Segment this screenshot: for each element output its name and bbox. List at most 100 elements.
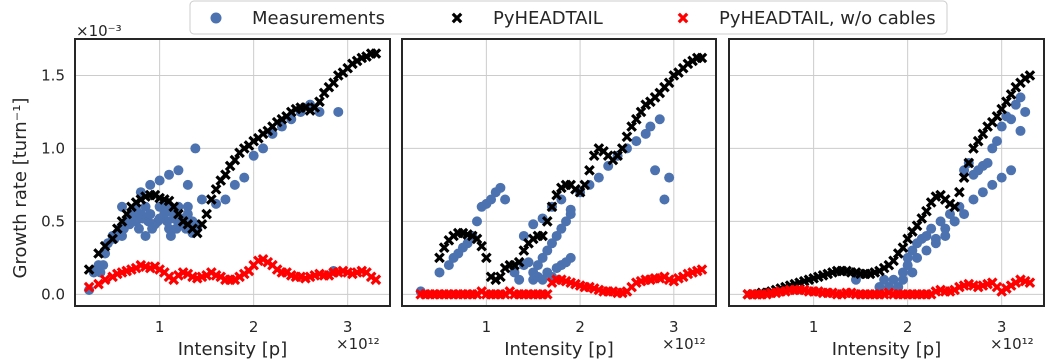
pyheadtail-point (229, 154, 241, 166)
measurement-point (145, 179, 156, 190)
x-tick-label: 1 (482, 318, 492, 336)
pyheadtail-point (612, 150, 623, 162)
no-cables-point (99, 274, 111, 286)
measurement-point (879, 274, 890, 285)
measurement-point (921, 230, 932, 241)
y-axis-label: Growth rate [turn⁻¹] (10, 98, 31, 279)
pyheadtail-point (916, 213, 928, 224)
pyheadtail-point (630, 113, 642, 125)
x-tick-label: 3 (997, 318, 1007, 336)
pyheadtail-point (949, 201, 961, 213)
legend-label-0: Measurements (252, 8, 385, 29)
measurement-point (551, 230, 562, 241)
no-cables-point (370, 274, 382, 286)
pyheadtail-point (328, 77, 339, 89)
pyheadtail-point (663, 77, 675, 89)
pyheadtail-point (574, 186, 586, 198)
measurement-point (987, 179, 998, 190)
measurement-point (462, 238, 473, 249)
pyheadtail-point (370, 48, 382, 59)
y-tick-label: 1.5 (41, 66, 65, 84)
series-pyheadtail (434, 52, 708, 286)
measurement-point (518, 230, 529, 241)
measurement-point (239, 172, 250, 183)
measurement-point (907, 267, 918, 278)
pyheadtail-point (476, 240, 488, 252)
y-tick-label: 0.0 (41, 285, 65, 303)
measurement-point (561, 216, 572, 227)
pyheadtail-point (977, 128, 989, 140)
measurement-point (664, 172, 675, 183)
pyheadtail-point (116, 216, 128, 227)
pyheadtail-point (210, 183, 222, 195)
pyheadtail-point (968, 143, 979, 154)
measurement-point (926, 223, 937, 234)
no-cables-point (541, 288, 553, 300)
measurement-point (154, 175, 165, 186)
series-no-cables (742, 274, 1036, 300)
measurement-point (645, 121, 656, 132)
measurement-point (959, 165, 970, 176)
pyheadtail-point (434, 252, 445, 264)
measurement-point (977, 187, 988, 198)
pyheadtail-point (1005, 89, 1017, 100)
measurement-point (940, 223, 951, 234)
measurement-point (140, 230, 151, 241)
measurement-point (593, 172, 604, 183)
x-multiplier-label: ×10¹² (662, 335, 706, 353)
pyheadtail-point (958, 172, 970, 183)
pyheadtail-point (191, 227, 203, 239)
pyheadtail-point (537, 230, 548, 242)
pyheadtail-point (196, 218, 208, 230)
series-pyheadtail (742, 70, 1036, 300)
panel-frame (728, 38, 1045, 307)
measurement-point (912, 252, 923, 263)
x-tick-label: 1 (809, 318, 819, 336)
legend-marker-pyheadtail (451, 12, 463, 24)
measurement-point (140, 201, 151, 212)
pyheadtail-point (911, 220, 923, 232)
measurement-point (1015, 92, 1026, 103)
measurement-point (258, 143, 269, 154)
legend-marker-no-cables (677, 12, 689, 24)
plot-area (75, 39, 390, 306)
measurement-point (333, 106, 344, 117)
measurement-point (944, 209, 955, 220)
measurement-point (500, 194, 511, 205)
measurement-point (537, 274, 548, 285)
pyheadtail-point (584, 164, 595, 176)
measurement-point (907, 245, 918, 256)
pyheadtail-point (888, 255, 899, 267)
pyheadtail-point (513, 256, 525, 268)
measurement-point (1015, 125, 1026, 136)
pyheadtail-point (991, 110, 1003, 122)
measurement-point (968, 194, 979, 205)
x-tick-label: 3 (669, 318, 679, 336)
no-cables-point (83, 281, 95, 293)
y-multiplier-label: ×10⁻³ (76, 22, 122, 40)
measurement-point (940, 230, 951, 241)
y-tick-label: 1.0 (41, 139, 65, 157)
pyheadtail-point (471, 233, 483, 245)
pyheadtail-point (1001, 96, 1012, 108)
x-multiplier-label: ×10¹² (990, 335, 1034, 353)
pyheadtail-point (626, 121, 637, 132)
measurement-point (991, 136, 1002, 147)
series-no-cables (83, 253, 382, 293)
measurement-point (145, 209, 156, 220)
measurement-point (996, 121, 1007, 132)
pyheadtail-point (902, 233, 913, 245)
pyheadtail-point (996, 103, 1008, 115)
measurement-point (509, 267, 520, 278)
measurement-point (523, 257, 534, 268)
pyheadtail-point (616, 143, 628, 154)
measurement-point (930, 238, 941, 249)
pyheadtail-point (99, 240, 111, 252)
measurement-point (117, 201, 128, 212)
measurement-point (98, 260, 109, 271)
pyheadtail-point (954, 186, 965, 198)
measurement-point (893, 282, 904, 293)
measurement-point (902, 260, 913, 271)
measurement-point (921, 245, 932, 256)
panel-3: 1 2 3 Intensity [p] ×10¹² (728, 38, 1045, 360)
